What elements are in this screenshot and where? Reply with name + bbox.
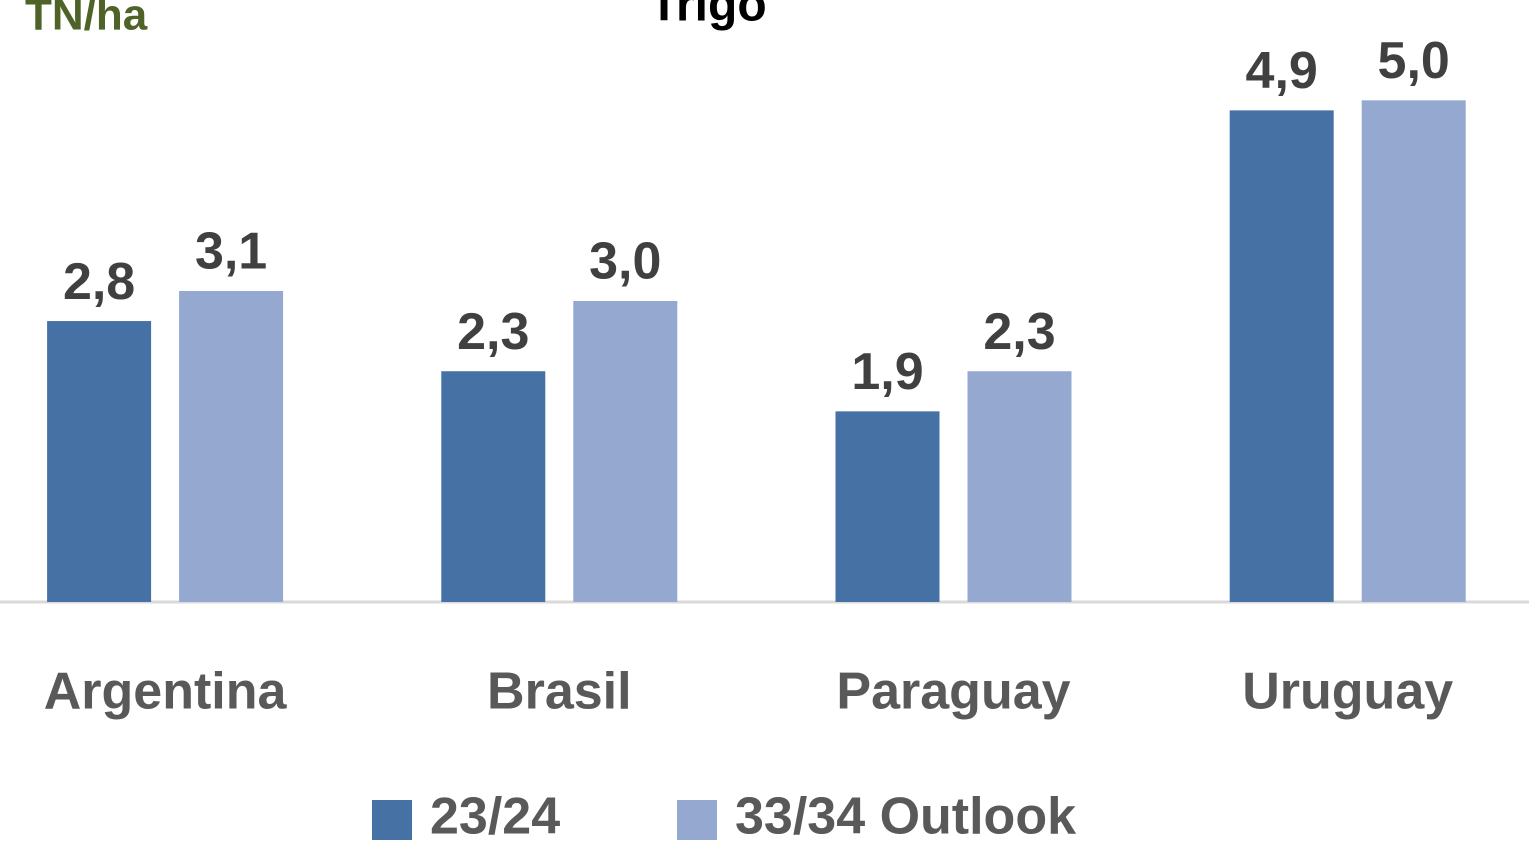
- bar: [573, 301, 678, 602]
- value-label: 2,3: [457, 303, 529, 361]
- bar: [47, 321, 152, 602]
- legend-label: 33/34 Outlook: [735, 788, 1076, 846]
- bar: [1229, 110, 1334, 602]
- bar: [179, 290, 284, 602]
- x-tick-label: Paraguay: [836, 663, 1070, 721]
- value-label: 5,0: [1378, 32, 1450, 90]
- value-label: 2,3: [983, 303, 1055, 361]
- value-label: 4,9: [1246, 42, 1318, 100]
- bar: [441, 371, 546, 602]
- value-label: 3,1: [195, 223, 267, 281]
- value-label: 1,9: [851, 343, 923, 401]
- x-tick-label: Uruguay: [1242, 663, 1453, 721]
- y-axis-label: TN/ha: [25, 0, 148, 40]
- legend-swatch: [372, 800, 412, 840]
- bar: [967, 371, 1072, 602]
- chart-title: Trigo: [649, 0, 766, 32]
- legend-swatch: [677, 800, 717, 840]
- bar: [1361, 100, 1466, 602]
- x-tick-label: Argentina: [44, 663, 288, 721]
- legend-label: 23/24: [430, 788, 560, 846]
- x-tick-label: Brasil: [487, 663, 632, 721]
- bar: [835, 411, 940, 602]
- value-label: 3,0: [589, 233, 661, 291]
- value-label: 2,8: [63, 253, 135, 311]
